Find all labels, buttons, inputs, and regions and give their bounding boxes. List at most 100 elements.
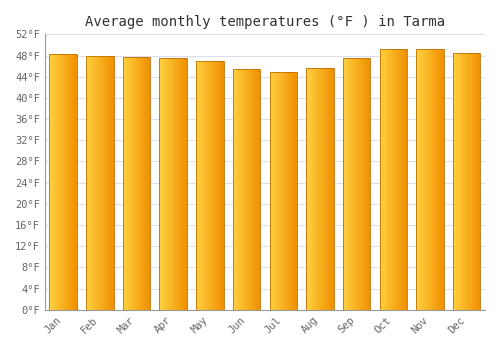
Bar [101,56,102,310]
Bar [240,69,241,310]
Bar [284,72,285,310]
Bar [463,53,464,310]
Bar [398,49,399,310]
Bar [479,53,480,310]
Bar [253,69,254,310]
Bar [395,49,396,310]
Bar [55,55,56,310]
Bar [461,53,462,310]
Bar [139,57,140,310]
Bar [59,55,60,310]
Bar [210,61,211,310]
Bar [111,56,112,310]
Bar [108,56,109,310]
Bar [441,49,442,310]
Bar [50,55,51,310]
Bar [439,49,440,310]
Bar [105,56,106,310]
Bar [292,72,293,310]
Bar [99,56,100,310]
Bar [343,58,370,310]
Bar [70,55,71,310]
Bar [359,58,360,310]
Bar [391,49,392,310]
Bar [270,72,297,310]
Bar [242,69,244,310]
Bar [201,61,202,310]
Bar [388,49,389,310]
Bar [238,69,239,310]
Bar [345,58,346,310]
Bar [456,53,457,310]
Bar [344,58,345,310]
Bar [322,68,323,310]
Bar [125,57,126,310]
Bar [287,72,288,310]
Bar [252,69,253,310]
Bar [233,69,234,310]
Bar [200,61,201,310]
Bar [76,55,77,310]
Bar [326,68,327,310]
Bar [365,58,366,310]
Bar [431,49,432,310]
Bar [476,53,477,310]
Bar [202,61,203,310]
Bar [183,58,184,310]
Bar [209,61,210,310]
Bar [277,72,278,310]
Bar [106,56,107,310]
Bar [437,49,438,310]
Bar [86,56,114,310]
Bar [174,58,175,310]
Bar [241,69,242,310]
Bar [129,57,130,310]
Bar [50,55,77,310]
Bar [471,53,472,310]
Bar [390,49,391,310]
Bar [255,69,256,310]
Bar [92,56,94,310]
Bar [128,57,129,310]
Bar [422,49,423,310]
Bar [357,58,358,310]
Bar [349,58,350,310]
Bar [72,55,73,310]
Bar [257,69,258,310]
Bar [455,53,456,310]
Bar [131,57,132,310]
Bar [350,58,351,310]
Bar [61,55,62,310]
Bar [247,69,248,310]
Bar [443,49,444,310]
Bar [364,58,365,310]
Bar [348,58,349,310]
Bar [107,56,108,310]
Bar [325,68,326,310]
Bar [381,49,382,310]
Bar [308,68,309,310]
Bar [87,56,88,310]
Bar [95,56,96,310]
Bar [160,58,187,310]
Bar [144,57,145,310]
Bar [312,68,313,310]
Bar [400,49,401,310]
Bar [316,68,317,310]
Bar [175,58,176,310]
Bar [123,57,124,310]
Bar [71,55,72,310]
Bar [104,56,105,310]
Bar [306,68,334,310]
Bar [248,69,249,310]
Bar [89,56,90,310]
Bar [207,61,208,310]
Bar [368,58,370,310]
Bar [196,61,224,310]
Bar [206,61,207,310]
Bar [280,72,281,310]
Bar [96,56,97,310]
Bar [275,72,276,310]
Bar [143,57,144,310]
Bar [216,61,217,310]
